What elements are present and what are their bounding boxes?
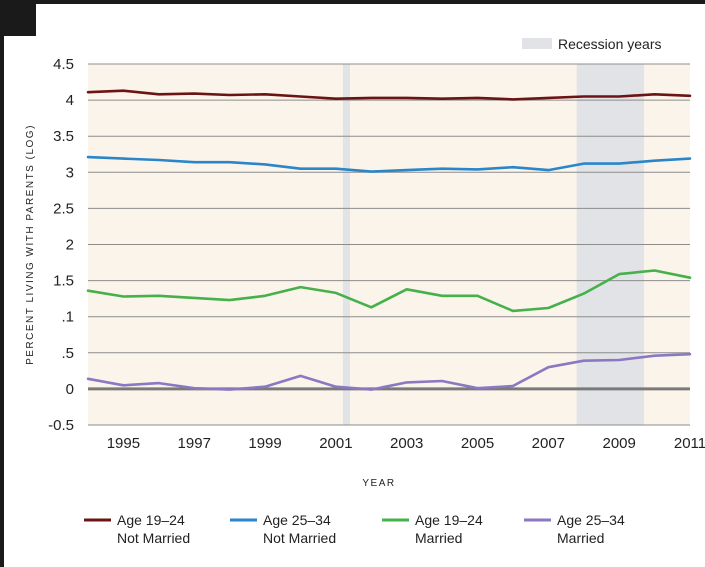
x-tick-label: 2009 xyxy=(602,435,635,452)
x-tick-label: 2007 xyxy=(532,435,565,452)
y-tick-label: 3.5 xyxy=(53,128,74,145)
legend-label-1-line2: Not Married xyxy=(117,530,190,546)
legend-label-3-line1: Age 19–24 xyxy=(415,512,483,528)
series-line-3 xyxy=(86,269,692,313)
legend-label-2-line1: Age 25–34 xyxy=(263,512,331,528)
series-lines xyxy=(86,89,692,391)
legend-label-3-line2: Married xyxy=(415,530,462,546)
series-line-4 xyxy=(86,352,692,391)
y-tick-label: .5 xyxy=(61,345,74,362)
y-tick-label: .1 xyxy=(61,309,74,326)
series-legend: Age 19–24 Not Married Age 25–34 Not Married… xyxy=(84,512,625,546)
legend-label-4-line1: Age 25–34 xyxy=(557,512,625,528)
y-axis-title: PERCENT LIVING WITH PARENTS (LOG) xyxy=(25,124,36,365)
y-tick-label: 4 xyxy=(66,92,74,109)
x-tick-label: 1999 xyxy=(248,435,281,452)
legend-label-4-line2: Married xyxy=(557,530,604,546)
frame-top-border xyxy=(0,0,705,4)
y-tick-label: -0.5 xyxy=(48,417,74,434)
tick-labels: 4.5 4 3.5 3 2.5 2 1.5 .1 .5 0 -0.5 1995 1997 1999 2001… xyxy=(48,56,705,452)
frame-left-border xyxy=(0,0,4,567)
y-tick-label: 0 xyxy=(66,381,74,398)
x-tick-label: 1995 xyxy=(107,435,140,452)
series-line-2 xyxy=(86,155,692,173)
x-tick-label: 2005 xyxy=(461,435,494,452)
y-tick-label: 2.5 xyxy=(53,200,74,217)
y-tick-label: 2 xyxy=(66,237,74,254)
x-tick-label: 2011 xyxy=(674,435,705,452)
x-tick-label: 1997 xyxy=(178,435,211,452)
legend-label-1-line1: Age 19–24 xyxy=(117,512,185,528)
gridlines xyxy=(88,63,690,426)
series-line-1 xyxy=(86,89,692,101)
x-tick-label: 2003 xyxy=(390,435,423,452)
legend-label-2-line2: Not Married xyxy=(263,530,336,546)
recession-legend-label: Recession years xyxy=(558,36,662,52)
y-tick-label: 4.5 xyxy=(53,56,74,73)
x-axis-title: YEAR xyxy=(362,478,395,489)
y-tick-label: 3 xyxy=(66,164,74,181)
y-tick-label: 1.5 xyxy=(53,273,74,290)
x-tick-label: 2001 xyxy=(319,435,352,452)
corner-tab xyxy=(0,0,36,36)
recession-legend-swatch xyxy=(522,38,552,49)
